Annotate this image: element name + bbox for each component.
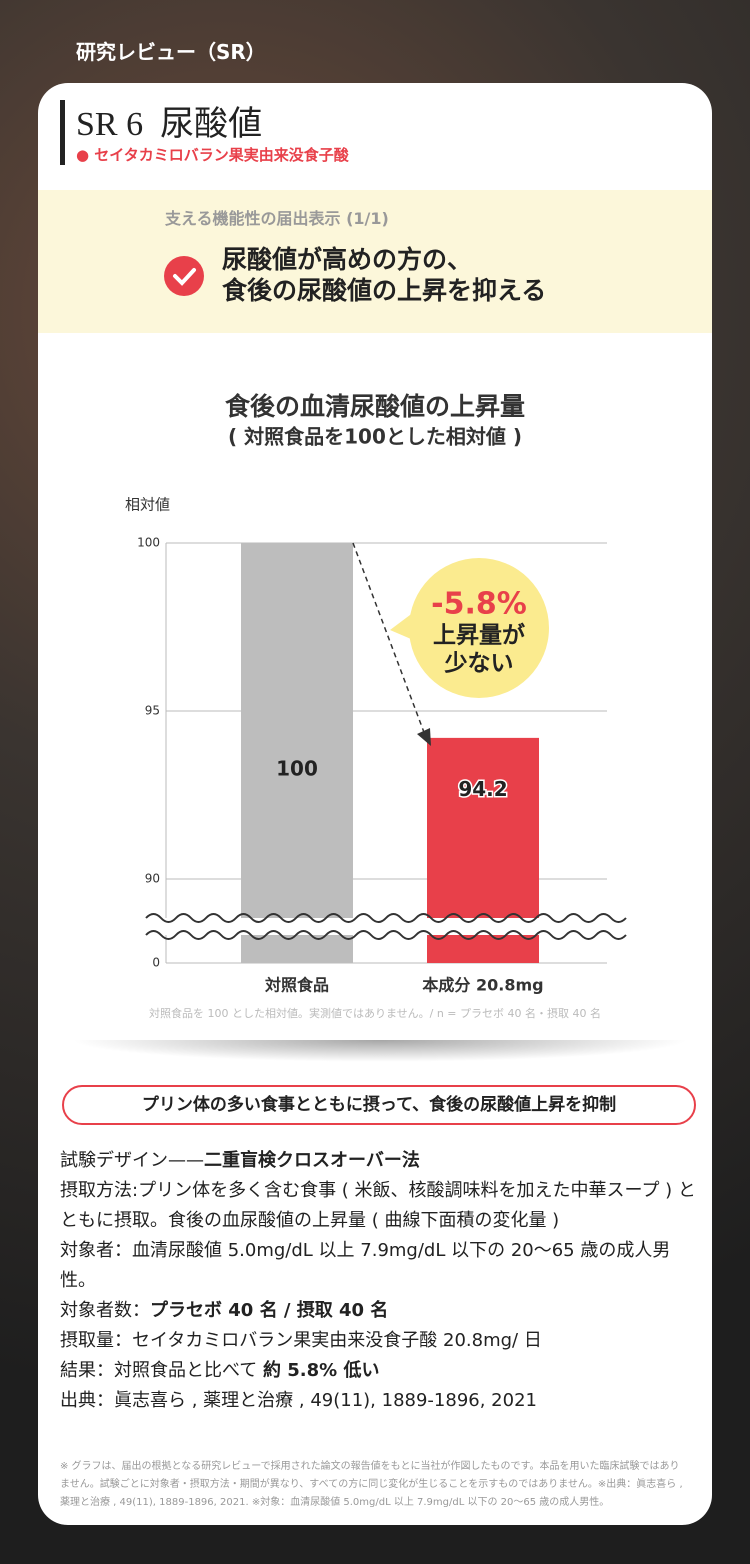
- detail-line: 試験デザイン——二重盲検クロスオーバー法: [60, 1146, 705, 1176]
- claim-text: 尿酸値が高めの方の、 食後の尿酸値の上昇を抑える: [222, 244, 546, 306]
- arrow: [352, 542, 426, 736]
- claim-label: 支える機能性の届出表示 (1/1): [165, 209, 389, 228]
- shadow-divider: [70, 1040, 690, 1062]
- card-title: SR 6 尿酸値: [76, 106, 263, 143]
- claim-box: [38, 190, 712, 333]
- detail-bold: 二重盲検クロスオーバー法: [204, 1150, 420, 1171]
- detail-text: 結果：対照食品と比べて: [60, 1360, 264, 1381]
- detail-text: 試験デザイン——: [60, 1150, 204, 1171]
- detail-text: 対象者数：: [60, 1300, 150, 1321]
- card-subtitle: ● セイタカミロバラン果実由来没食子酸: [76, 146, 349, 164]
- detail-line: 出典：眞志喜ら , 薬理と治療 , 49(11), 1889-1896, 202…: [60, 1386, 705, 1416]
- fine-print: ※ グラフは、届出の根拠となる研究レビューで採用された論文の報告値をもとに当社が…: [60, 1461, 683, 1508]
- chart-title: 食後の血清尿酸値の上昇量: [225, 392, 525, 421]
- detail-line: 対象者：血清尿酸値 5.0mg/dL 以上 7.9mg/dL 以下の 20～65…: [60, 1236, 705, 1296]
- claim-line: 尿酸値が高めの方の、: [222, 245, 473, 274]
- bubble: [409, 558, 549, 698]
- section-label: 研究レビュー（SR）: [76, 40, 266, 64]
- value-label: 100: [276, 757, 318, 781]
- detail-text: 摂取量：セイタカミロバラン果実由来没食子酸 20.8mg/ 日: [60, 1330, 542, 1351]
- y-tick-label: 90: [145, 872, 160, 886]
- axis-break-line: [145, 913, 627, 923]
- detail-line: 結果：対照食品と比べて 約 5.8% 低い: [60, 1356, 705, 1386]
- arrow-head: [417, 728, 431, 746]
- detail-text: 対象者：血清尿酸値 5.0mg/dL 以上 7.9mg/dL 以下の 20～65…: [60, 1240, 671, 1291]
- y-tick-label: 0: [152, 956, 160, 970]
- detail-bold: 約 5.8% 低い: [263, 1360, 380, 1381]
- detail-bold: プラセボ 40 名 / 摂取 40 名: [150, 1300, 389, 1321]
- bar: [241, 543, 353, 963]
- x-tick-label: 対照食品: [264, 976, 329, 995]
- claim-line: 食後の尿酸値の上昇を抑える: [222, 276, 547, 305]
- detail-line: 対象者数：プラセボ 40 名 / 摂取 40 名: [60, 1296, 705, 1326]
- annotation: 少ない: [444, 651, 514, 677]
- y-tick-label: 100: [137, 536, 160, 550]
- detail-text: 摂取方法:プリン体を多く含む食事 ( 米飯、核酸調味料を加えた中華スープ ) と…: [60, 1180, 696, 1231]
- chart: 食後の血清尿酸値の上昇量 ( 対照食品を100とした相対値 ) 相対値 対照食品…: [125, 392, 627, 1020]
- detail-text: 出典：眞志喜ら , 薬理と治療 , 49(11), 1889-1896, 202…: [60, 1390, 537, 1411]
- y-axis-label: 相対値: [125, 496, 170, 514]
- annotation: 上昇量が: [433, 622, 525, 649]
- value-label: 94.2: [458, 777, 507, 801]
- summary-pill: プリン体の多い食事とともに摂って、食後の尿酸値上昇を抑制: [62, 1085, 696, 1125]
- details: 試験デザイン——二重盲検クロスオーバー法摂取方法:プリン体を多く含む食事 ( 米…: [60, 1146, 705, 1416]
- axis-break-line: [145, 930, 627, 940]
- chart-note: 対照食品を 100 とした相対値。実測値ではありません。/ n = プラセボ 4…: [149, 1006, 601, 1020]
- chart-subtitle: ( 対照食品を100とした相対値 ): [228, 425, 522, 449]
- x-tick-label: 本成分 20.8mg: [422, 976, 543, 995]
- detail-line: 摂取量：セイタカミロバラン果実由来没食子酸 20.8mg/ 日: [60, 1326, 705, 1356]
- check-icon: [164, 256, 204, 296]
- annotation: -5.8%: [431, 587, 527, 622]
- detail-line: 摂取方法:プリン体を多く含む食事 ( 米飯、核酸調味料を加えた中華スープ ) と…: [60, 1176, 705, 1236]
- title-bar: [60, 100, 65, 165]
- y-tick-label: 95: [145, 704, 160, 718]
